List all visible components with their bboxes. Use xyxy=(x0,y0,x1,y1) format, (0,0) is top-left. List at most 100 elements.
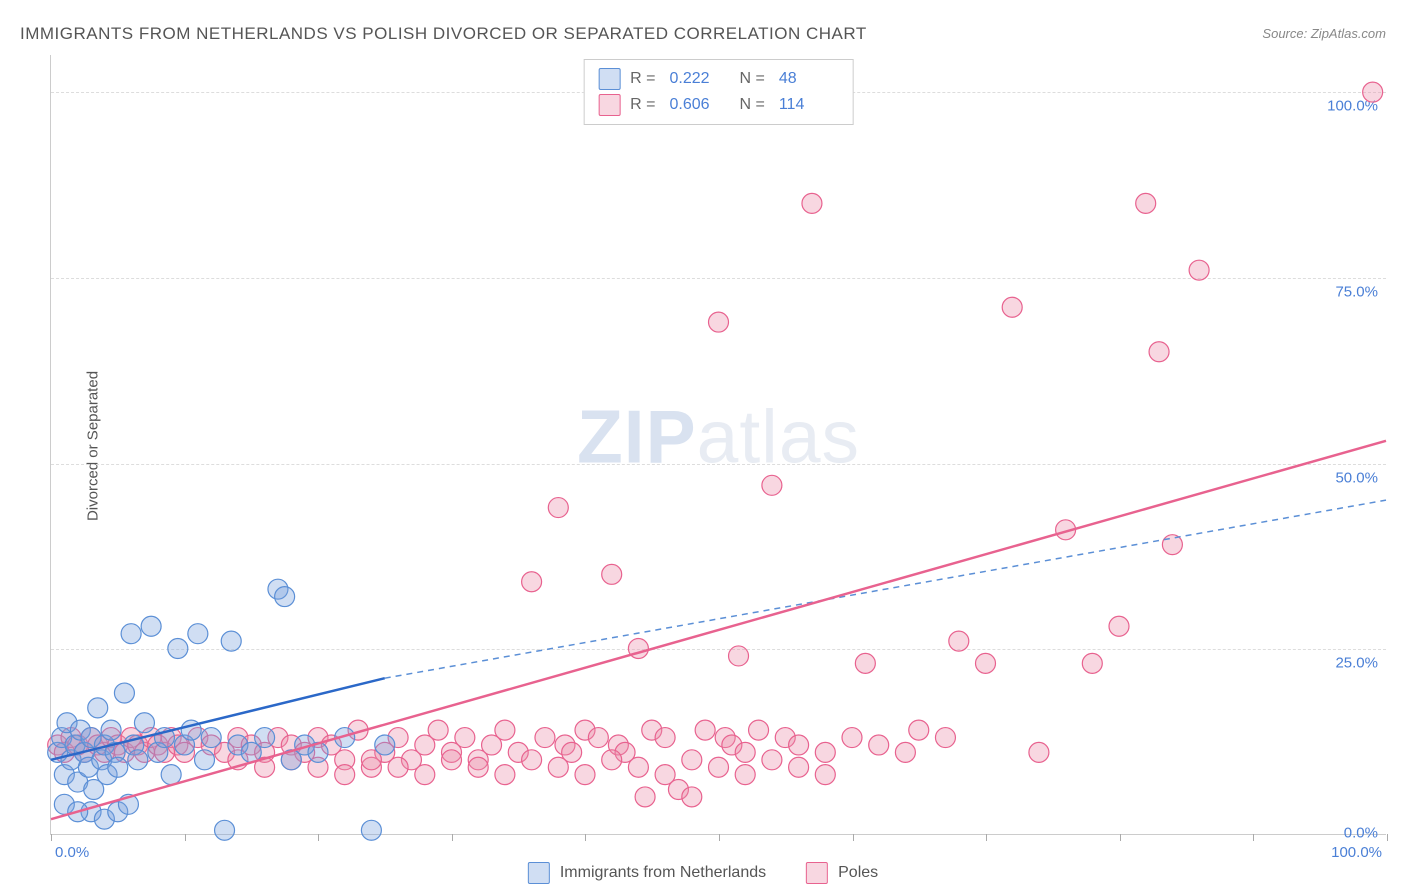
scatter-point xyxy=(1363,82,1383,102)
scatter-point xyxy=(221,631,241,651)
scatter-point xyxy=(949,631,969,651)
scatter-point xyxy=(255,728,275,748)
chart-svg xyxy=(51,55,1386,834)
scatter-point xyxy=(789,757,809,777)
x-tick xyxy=(1387,834,1388,841)
scatter-point xyxy=(1029,742,1049,762)
legend-row-series1: R = 0.222 N = 48 xyxy=(598,66,839,92)
correlation-legend: R = 0.222 N = 48 R = 0.606 N = 114 xyxy=(583,59,854,125)
scatter-point xyxy=(335,765,355,785)
scatter-point xyxy=(749,720,769,740)
source-value: ZipAtlas.com xyxy=(1311,26,1386,41)
x-tick xyxy=(719,834,720,841)
legend-swatch-1 xyxy=(528,862,550,884)
x-tick xyxy=(452,834,453,841)
scatter-point xyxy=(935,728,955,748)
scatter-point xyxy=(869,735,889,755)
legend-label-1: Immigrants from Netherlands xyxy=(560,864,766,882)
scatter-point xyxy=(428,720,448,740)
scatter-point xyxy=(108,757,128,777)
x-tick xyxy=(986,834,987,841)
scatter-point xyxy=(762,750,782,770)
x-tick xyxy=(585,834,586,841)
scatter-point xyxy=(468,757,488,777)
legend-swatch-2 xyxy=(806,862,828,884)
scatter-point xyxy=(548,498,568,518)
scatter-point xyxy=(1149,342,1169,362)
scatter-point xyxy=(388,757,408,777)
scatter-point xyxy=(114,683,134,703)
scatter-point xyxy=(735,765,755,785)
legend-n-label: N = xyxy=(740,96,765,114)
scatter-point xyxy=(101,720,121,740)
scatter-point xyxy=(842,728,862,748)
legend-r-value-1: 0.222 xyxy=(670,70,730,88)
scatter-point xyxy=(442,750,462,770)
scatter-point xyxy=(709,757,729,777)
scatter-point xyxy=(134,713,154,733)
scatter-point xyxy=(495,720,515,740)
scatter-point xyxy=(735,742,755,762)
x-tick xyxy=(1253,834,1254,841)
legend-r-label: R = xyxy=(630,96,655,114)
legend-n-value-2: 114 xyxy=(779,96,839,114)
plot-area: ZIPatlas 0.0%25.0%50.0%75.0%100.0% 0.0% … xyxy=(50,55,1386,835)
scatter-point xyxy=(682,787,702,807)
legend-n-label: N = xyxy=(740,70,765,88)
scatter-point xyxy=(655,728,675,748)
scatter-point xyxy=(695,720,715,740)
legend-item-2: Poles xyxy=(806,862,878,884)
scatter-point xyxy=(88,698,108,718)
scatter-point xyxy=(709,312,729,332)
scatter-point xyxy=(815,765,835,785)
scatter-point xyxy=(361,820,381,840)
chart-title: IMMIGRANTS FROM NETHERLANDS VS POLISH DI… xyxy=(20,24,867,44)
scatter-point xyxy=(188,624,208,644)
scatter-point xyxy=(415,765,435,785)
scatter-point xyxy=(895,742,915,762)
scatter-point xyxy=(495,765,515,785)
scatter-point xyxy=(195,750,215,770)
scatter-point xyxy=(729,646,749,666)
scatter-point xyxy=(909,720,929,740)
scatter-point xyxy=(275,587,295,607)
scatter-point xyxy=(602,750,622,770)
scatter-point xyxy=(1109,616,1129,636)
scatter-point xyxy=(535,728,555,748)
scatter-point xyxy=(161,765,181,785)
scatter-point xyxy=(635,787,655,807)
scatter-point xyxy=(128,750,148,770)
legend-r-value-2: 0.606 xyxy=(670,96,730,114)
x-tick xyxy=(185,834,186,841)
scatter-point xyxy=(588,728,608,748)
scatter-point xyxy=(1189,260,1209,280)
series-legend: Immigrants from Netherlands Poles xyxy=(518,862,888,884)
scatter-point xyxy=(1162,535,1182,555)
source-attribution: Source: ZipAtlas.com xyxy=(1262,26,1386,41)
scatter-point xyxy=(1002,297,1022,317)
scatter-point xyxy=(1136,193,1156,213)
scatter-point xyxy=(789,735,809,755)
x-tick xyxy=(853,834,854,841)
scatter-point xyxy=(455,728,475,748)
scatter-point xyxy=(375,735,395,755)
x-tick xyxy=(1120,834,1121,841)
scatter-point xyxy=(201,728,221,748)
x-tick-label-max: 100.0% xyxy=(1331,844,1382,861)
x-tick xyxy=(318,834,319,841)
legend-label-2: Poles xyxy=(838,864,878,882)
scatter-point xyxy=(121,624,141,644)
legend-item-1: Immigrants from Netherlands xyxy=(528,862,766,884)
scatter-point xyxy=(976,653,996,673)
scatter-point xyxy=(602,564,622,584)
legend-n-value-1: 48 xyxy=(779,70,839,88)
scatter-point xyxy=(682,750,702,770)
source-label: Source: xyxy=(1262,26,1307,41)
legend-swatch-series1 xyxy=(598,68,620,90)
scatter-point xyxy=(655,765,675,785)
scatter-point xyxy=(548,757,568,777)
x-tick-label-min: 0.0% xyxy=(55,844,89,861)
scatter-point xyxy=(855,653,875,673)
scatter-point xyxy=(215,820,235,840)
scatter-point xyxy=(522,750,542,770)
